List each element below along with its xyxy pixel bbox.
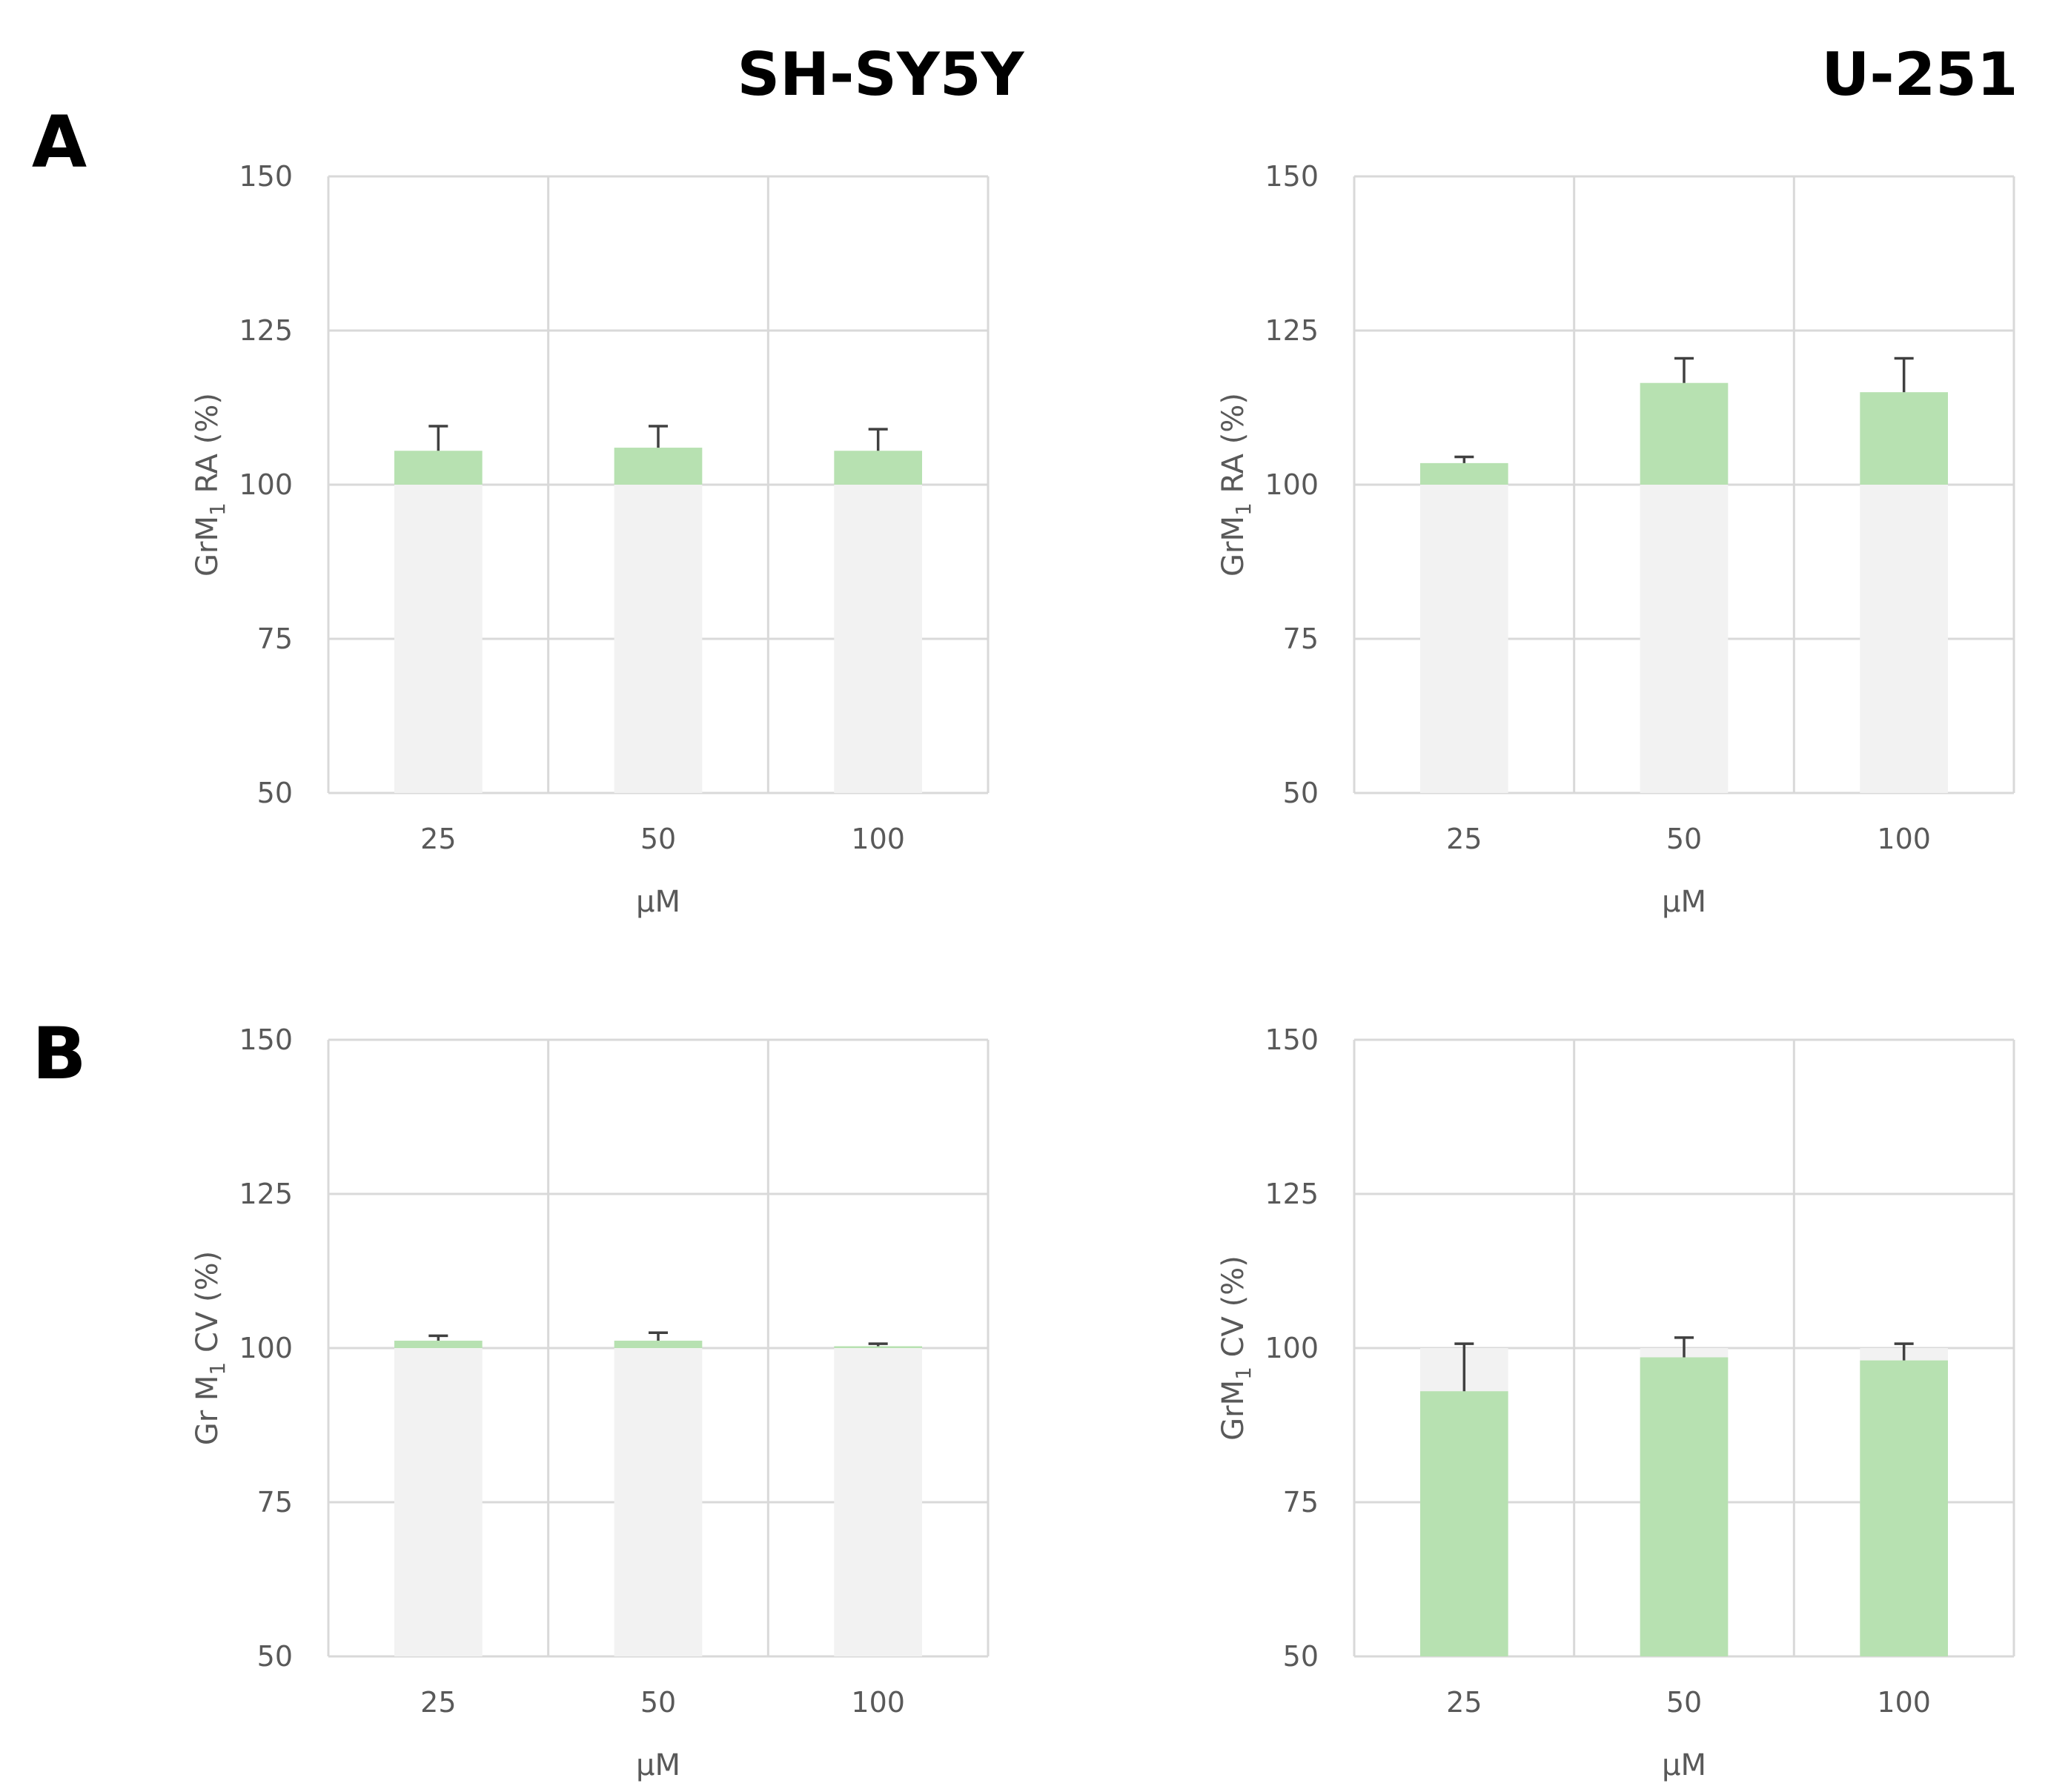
value-bar <box>394 1341 483 1348</box>
chart-panel-a-sh-sy5y: 50 75 100 125 150 25 50 100 µM GrM1 RA (%) <box>190 160 990 919</box>
value-bar <box>1420 462 1508 485</box>
baseline-bar <box>1420 485 1508 793</box>
panel-letter-b: B <box>32 1012 86 1095</box>
y-axis-label-rest: RA (%) <box>1216 393 1250 502</box>
value-bar <box>1640 382 1729 485</box>
x-tick-label: 25 <box>420 1686 456 1719</box>
y-axis-label-subscript: 1 <box>205 1362 230 1375</box>
y-tick-label: 150 <box>1265 1023 1319 1056</box>
baseline-bar <box>1860 485 1948 793</box>
value-bar <box>834 451 922 485</box>
value-bar <box>1420 1391 1508 1656</box>
x-tick-label: 100 <box>851 823 905 855</box>
x-tick-label: 50 <box>1666 1686 1702 1719</box>
y-tick-label: 125 <box>239 314 293 347</box>
baseline-bar <box>394 1348 483 1656</box>
value-bar <box>1640 1357 1729 1656</box>
chart-panel-a-u-251: 50 75 100 125 150 25 50 100 µM GrM1 RA (%) <box>1216 160 2015 919</box>
x-tick-label: 25 <box>420 823 456 855</box>
x-tick-label: 50 <box>640 1686 676 1719</box>
y-tick-label: 150 <box>239 1023 293 1056</box>
y-tick-label: 75 <box>1283 1486 1319 1519</box>
value-bar <box>1860 1360 1948 1656</box>
baseline-bar <box>394 485 483 793</box>
y-tick-label: 150 <box>1265 160 1319 193</box>
x-axis-label: µM <box>636 1748 680 1782</box>
y-tick-label: 100 <box>239 468 293 501</box>
baseline-bar <box>1640 485 1729 793</box>
value-bar <box>1860 392 1948 485</box>
column-title-sh-sy5y: SH-SY5Y <box>738 40 1025 109</box>
y-tick-label: 75 <box>257 1486 293 1519</box>
chart-panel-b-sh-sy5y: 50 75 100 125 150 25 50 100 µM Gr M1 CV (%) <box>190 1023 990 1782</box>
y-axis-label-subscript: 1 <box>205 502 230 516</box>
y-axis-label: GrM1 RA (%) <box>1216 393 1256 577</box>
y-tick-label: 50 <box>257 1640 293 1673</box>
y-axis-label: GrM1 RA (%) <box>190 393 230 577</box>
y-tick-label: 50 <box>257 777 293 809</box>
y-axis-label-subscript: 1 <box>1231 502 1256 516</box>
value-bar <box>614 1341 703 1348</box>
y-axis-label-subscript: 1 <box>1231 1367 1256 1380</box>
y-tick-label: 150 <box>239 160 293 193</box>
y-tick-label: 125 <box>1265 1178 1319 1210</box>
x-tick-label: 100 <box>851 1686 905 1719</box>
baseline-bar <box>834 1348 922 1656</box>
y-tick-label: 75 <box>1283 623 1319 655</box>
value-bar <box>834 1346 922 1348</box>
panel-letter-a: A <box>32 101 87 184</box>
x-axis-label: µM <box>636 885 680 919</box>
x-axis-label: µM <box>1662 1748 1706 1782</box>
y-tick-label: 75 <box>257 623 293 655</box>
y-tick-label: 50 <box>1283 777 1319 809</box>
y-axis-label: Gr M1 CV (%) <box>190 1251 230 1445</box>
y-axis-label: GrM1 CV (%) <box>1216 1255 1256 1441</box>
x-tick-label: 50 <box>640 823 676 855</box>
x-tick-label: 50 <box>1666 823 1702 855</box>
y-tick-label: 125 <box>1265 314 1319 347</box>
y-axis-label-main: GrM <box>1216 1380 1250 1441</box>
y-axis-label-rest: RA (%) <box>190 393 225 502</box>
column-title-u-251: U-251 <box>1821 40 2018 109</box>
baseline-bar <box>614 485 703 793</box>
x-tick-label: 25 <box>1446 1686 1482 1719</box>
baseline-bar <box>614 1348 703 1656</box>
y-axis-label-main: GrM <box>1216 516 1250 577</box>
y-axis-label-rest: CV (%) <box>190 1251 225 1362</box>
y-tick-label: 100 <box>239 1332 293 1364</box>
y-tick-label: 100 <box>1265 1332 1319 1364</box>
chart-panel-b-u-251: 50 75 100 125 150 25 50 100 µM GrM1 CV (%) <box>1216 1023 2015 1782</box>
y-axis-label-rest: CV (%) <box>1216 1255 1250 1367</box>
value-bar <box>394 451 483 485</box>
y-tick-label: 125 <box>239 1178 293 1210</box>
y-axis-label-main: GrM <box>190 516 225 577</box>
value-bar <box>614 448 703 485</box>
x-axis-label: µM <box>1662 885 1706 919</box>
x-tick-label: 100 <box>1877 1686 1931 1719</box>
baseline-bar <box>834 485 922 793</box>
y-tick-label: 100 <box>1265 468 1319 501</box>
x-tick-label: 100 <box>1877 823 1931 855</box>
y-tick-label: 50 <box>1283 1640 1319 1673</box>
y-axis-label-main: Gr M <box>190 1375 225 1446</box>
x-tick-label: 25 <box>1446 823 1482 855</box>
